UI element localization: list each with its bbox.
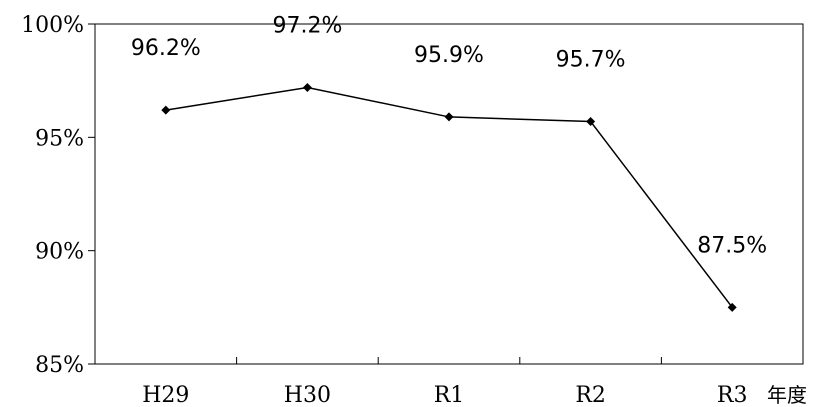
data-value-label: 97.2% <box>272 13 342 38</box>
y-axis-labels: 85% 90% 95% 100% <box>21 13 84 378</box>
series-markers <box>161 82 737 312</box>
data-point-marker <box>302 82 312 92</box>
x-tick-label: R3 <box>717 383 748 407</box>
data-point-marker <box>161 105 171 115</box>
x-tick-label: H29 <box>142 383 189 407</box>
y-tick-label: 90% <box>35 240 84 265</box>
x-tick-label: R1 <box>434 383 465 407</box>
data-labels: 96.2% 97.2% 95.9% 95.7% 87.5% <box>131 13 767 258</box>
y-tick-label: 95% <box>35 126 84 151</box>
data-value-label: 96.2% <box>131 36 201 61</box>
y-axis-ticks <box>88 23 95 365</box>
data-point-marker <box>444 112 454 122</box>
x-axis-labels: H29 H30 R1 R2 R3 <box>142 383 747 407</box>
x-tick-label: H30 <box>284 383 331 407</box>
data-point-marker <box>727 302 737 312</box>
x-axis-unit-label: 年度 <box>767 383 807 407</box>
plot-frame <box>94 23 804 365</box>
x-tick-label: R2 <box>575 383 606 407</box>
data-value-label: 87.5% <box>697 233 767 258</box>
y-tick-label: 85% <box>35 353 84 378</box>
data-point-marker <box>586 116 596 126</box>
data-value-label: 95.7% <box>556 47 626 72</box>
y-tick-label: 100% <box>21 13 84 38</box>
data-value-label: 95.9% <box>414 43 484 68</box>
x-axis-ticks <box>236 357 662 364</box>
